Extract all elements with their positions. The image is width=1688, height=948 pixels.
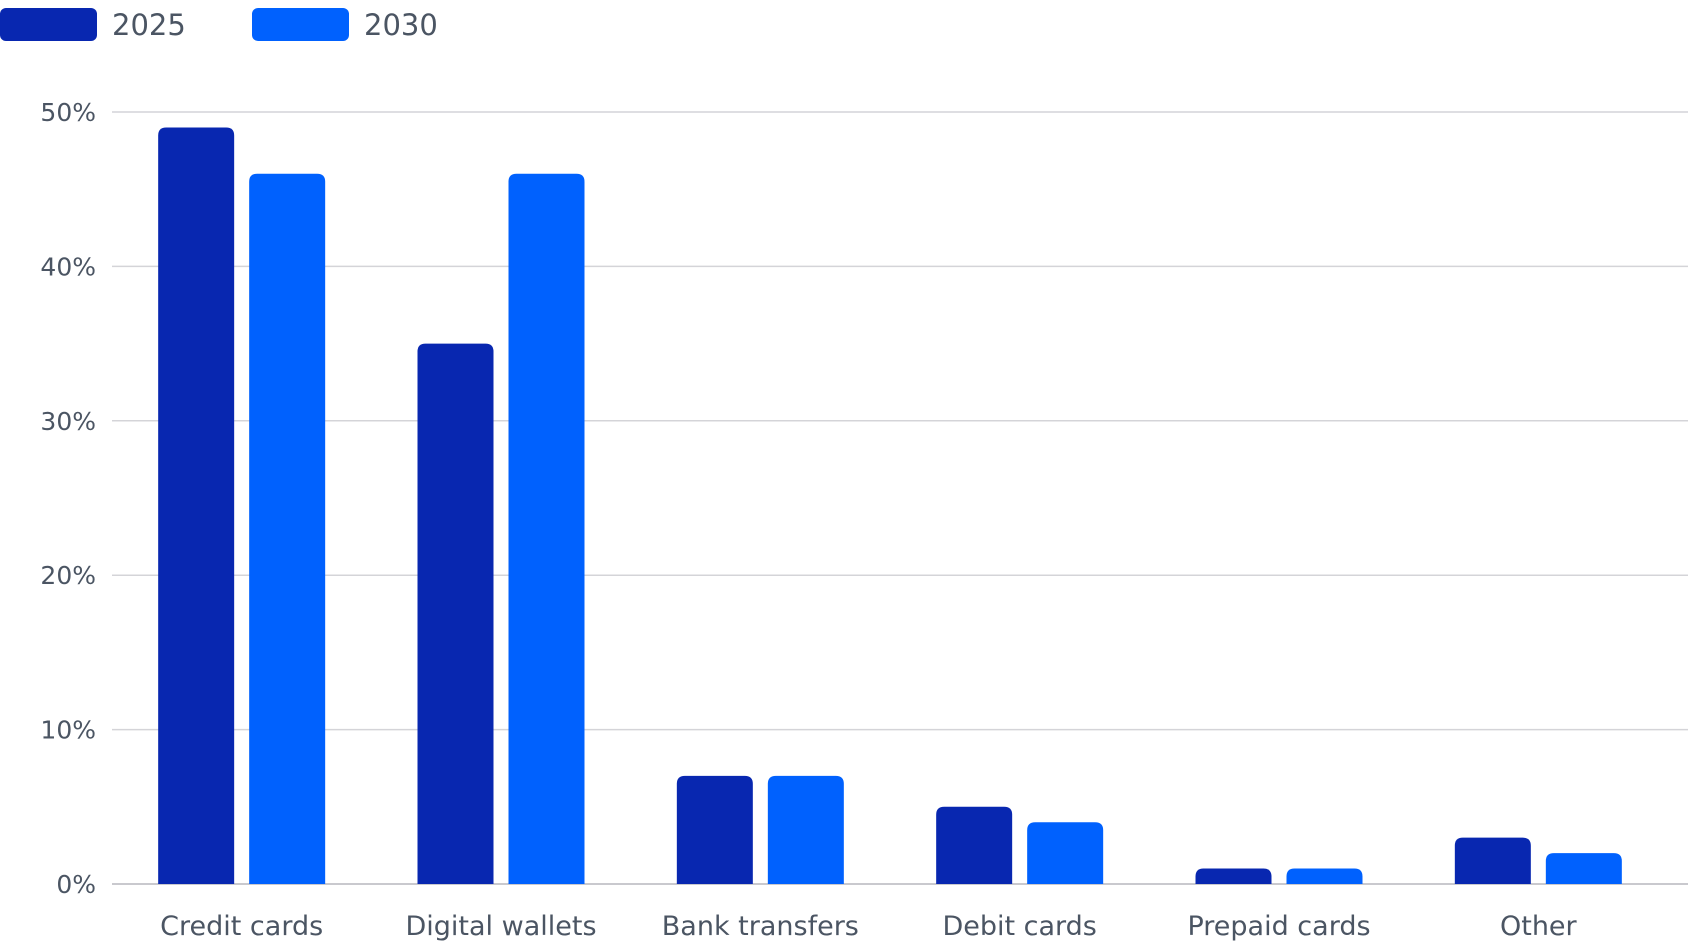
y-axis: 0% 10% 20% 30% 40% 50% xyxy=(40,98,96,899)
grid xyxy=(112,111,1688,885)
y-tick-label: 50% xyxy=(40,98,96,127)
y-tick-label: 30% xyxy=(40,407,96,436)
bar-bank-transfers-2025 xyxy=(676,775,753,884)
bar-digital-wallets-2030 xyxy=(508,173,585,884)
y-tick-label: 0% xyxy=(56,870,96,899)
x-category-label: Prepaid cards xyxy=(1187,911,1370,942)
y-tick-label: 20% xyxy=(40,561,96,590)
bars xyxy=(158,127,1622,885)
bar-other-2030 xyxy=(1545,853,1622,884)
legend-label-2025: 2025 xyxy=(112,8,186,42)
x-category-label: Other xyxy=(1500,911,1578,942)
x-category-label: Debit cards xyxy=(942,911,1096,942)
bar-bank-transfers-2030 xyxy=(767,775,844,884)
bar-digital-wallets-2025 xyxy=(417,343,494,885)
bar-credit-cards-2025 xyxy=(158,127,235,884)
bar-credit-cards-2030 xyxy=(249,173,326,884)
bar-prepaid-cards-2025 xyxy=(1195,868,1272,884)
y-tick-label: 10% xyxy=(40,716,96,745)
legend-swatch-2025 xyxy=(0,8,97,41)
legend-label-2030: 2030 xyxy=(364,8,438,42)
y-tick-label: 40% xyxy=(40,252,96,281)
legend-swatch-2030 xyxy=(252,8,349,41)
x-category-label: Bank transfers xyxy=(662,911,859,942)
x-category-label: Digital wallets xyxy=(405,911,596,942)
bar-debit-cards-2030 xyxy=(1027,822,1104,884)
x-category-label: Credit cards xyxy=(160,911,323,942)
legend: 2025 2030 xyxy=(0,8,438,42)
bar-debit-cards-2025 xyxy=(936,806,1013,884)
bar-prepaid-cards-2030 xyxy=(1286,868,1363,884)
x-axis: Credit cards Digital wallets Bank transfer… xyxy=(160,911,1577,942)
bar-other-2025 xyxy=(1454,837,1531,884)
